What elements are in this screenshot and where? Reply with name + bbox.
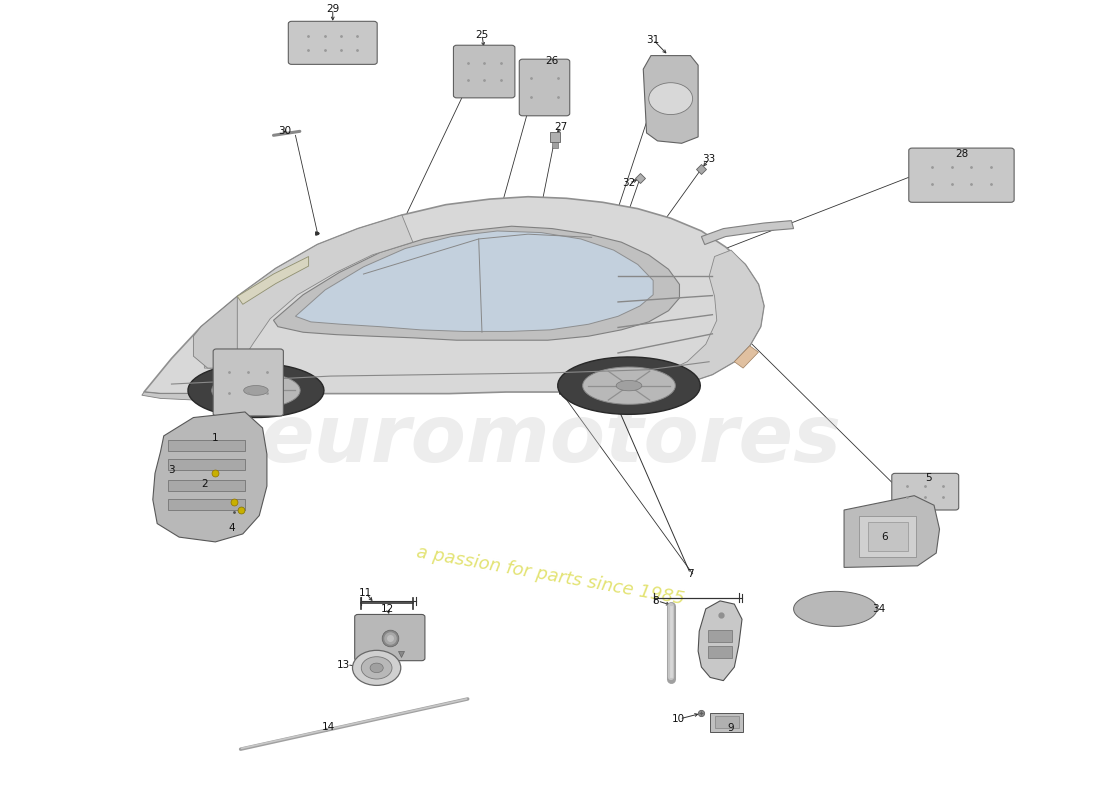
Polygon shape <box>244 386 268 395</box>
Bar <box>711 713 744 732</box>
FancyBboxPatch shape <box>892 474 959 510</box>
Polygon shape <box>583 367 675 404</box>
Text: 9: 9 <box>728 723 735 734</box>
Text: 28: 28 <box>955 150 968 159</box>
Polygon shape <box>698 601 742 681</box>
FancyBboxPatch shape <box>519 59 570 116</box>
FancyBboxPatch shape <box>213 349 284 416</box>
Bar <box>168 440 245 451</box>
Text: 31: 31 <box>647 34 660 45</box>
Bar <box>859 515 916 557</box>
Bar <box>715 716 739 729</box>
Text: 11: 11 <box>359 588 372 598</box>
Bar <box>168 480 245 491</box>
Text: 10: 10 <box>672 714 685 724</box>
Text: a passion for parts since 1985: a passion for parts since 1985 <box>415 543 685 608</box>
Text: 7: 7 <box>688 569 694 578</box>
FancyBboxPatch shape <box>288 22 377 64</box>
Text: 33: 33 <box>703 154 716 164</box>
FancyBboxPatch shape <box>909 148 1014 202</box>
FancyBboxPatch shape <box>354 614 425 661</box>
Text: 5: 5 <box>925 473 932 483</box>
Bar <box>868 522 908 550</box>
Polygon shape <box>142 392 285 400</box>
Polygon shape <box>735 346 759 368</box>
Text: 27: 27 <box>554 122 568 132</box>
Polygon shape <box>558 357 701 414</box>
FancyBboxPatch shape <box>453 46 515 98</box>
Text: 29: 29 <box>326 4 340 14</box>
Polygon shape <box>296 231 653 331</box>
Text: 4: 4 <box>229 522 235 533</box>
Polygon shape <box>194 296 238 368</box>
Bar <box>168 499 245 510</box>
Text: 26: 26 <box>546 56 559 66</box>
Circle shape <box>649 82 693 114</box>
Polygon shape <box>600 250 764 390</box>
Bar <box>708 630 733 642</box>
Polygon shape <box>793 591 877 626</box>
Polygon shape <box>844 496 939 567</box>
Polygon shape <box>238 257 309 304</box>
Polygon shape <box>702 221 793 245</box>
Polygon shape <box>188 363 324 418</box>
Text: 14: 14 <box>321 722 336 732</box>
Text: 6: 6 <box>881 532 888 542</box>
Bar <box>708 646 733 658</box>
Text: 2: 2 <box>201 478 208 489</box>
Text: 30: 30 <box>278 126 292 135</box>
Text: euromotores: euromotores <box>258 401 842 479</box>
Polygon shape <box>274 226 680 340</box>
Bar <box>168 459 245 470</box>
Text: 13: 13 <box>337 660 350 670</box>
Text: 8: 8 <box>652 596 659 606</box>
Polygon shape <box>205 215 412 368</box>
Text: 3: 3 <box>168 465 175 475</box>
Polygon shape <box>644 56 698 143</box>
Circle shape <box>352 650 400 686</box>
Text: 25: 25 <box>475 30 488 40</box>
Polygon shape <box>144 197 764 394</box>
Circle shape <box>361 657 392 679</box>
Text: 34: 34 <box>872 604 886 614</box>
Text: 12: 12 <box>381 604 394 614</box>
Polygon shape <box>153 412 267 542</box>
Polygon shape <box>616 381 641 391</box>
Text: 1: 1 <box>212 434 219 443</box>
Text: 32: 32 <box>623 178 636 188</box>
Circle shape <box>370 663 383 673</box>
Polygon shape <box>212 373 300 408</box>
